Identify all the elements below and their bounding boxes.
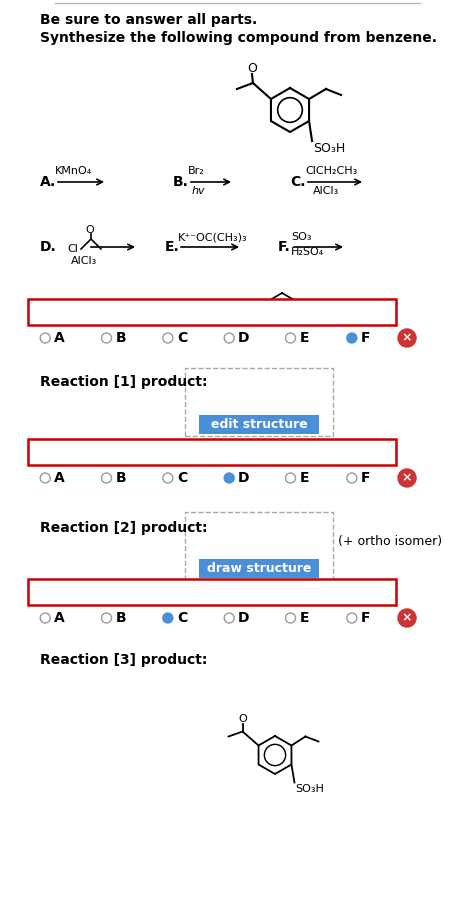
Text: B.: B. xyxy=(173,175,189,189)
Circle shape xyxy=(163,613,173,623)
Text: (+ ortho isomer): (+ ortho isomer) xyxy=(338,536,442,548)
Bar xyxy=(28,579,396,605)
Circle shape xyxy=(398,469,416,487)
Text: O: O xyxy=(86,225,94,235)
Text: E: E xyxy=(300,331,309,345)
Text: edit structure: edit structure xyxy=(210,418,307,431)
Text: SO₃H: SO₃H xyxy=(313,142,345,154)
Text: C.: C. xyxy=(290,175,306,189)
Text: KMnO₄: KMnO₄ xyxy=(55,166,92,176)
Text: D.: D. xyxy=(40,240,57,254)
Text: Reaction [3] product:: Reaction [3] product: xyxy=(40,653,207,667)
Text: A: A xyxy=(54,611,65,625)
Text: E.: E. xyxy=(165,240,180,254)
Text: D: D xyxy=(238,471,250,485)
Text: C: C xyxy=(177,331,187,345)
Text: B: B xyxy=(116,611,126,625)
Bar xyxy=(28,439,396,465)
Text: K⁺⁻OC(CH₃)₃: K⁺⁻OC(CH₃)₃ xyxy=(178,232,247,242)
Text: E: E xyxy=(300,611,309,625)
Text: ×: × xyxy=(402,472,412,484)
FancyBboxPatch shape xyxy=(199,559,319,578)
Circle shape xyxy=(224,473,234,483)
Text: Reaction [1] conditions:: Reaction [1] conditions: xyxy=(40,301,228,315)
Bar xyxy=(28,299,396,325)
Text: hv: hv xyxy=(192,186,206,196)
Text: AlCl₃: AlCl₃ xyxy=(71,256,97,266)
Text: D: D xyxy=(238,611,250,625)
Text: E: E xyxy=(300,471,309,485)
Text: C: C xyxy=(177,611,187,625)
Text: SO₃H: SO₃H xyxy=(295,783,324,793)
Text: ×: × xyxy=(402,332,412,345)
Text: Reaction [3] conditions:: Reaction [3] conditions: xyxy=(40,593,228,607)
FancyBboxPatch shape xyxy=(199,415,319,434)
Bar xyxy=(185,512,333,580)
Text: A: A xyxy=(54,331,65,345)
Circle shape xyxy=(347,333,357,343)
Text: B: B xyxy=(116,471,126,485)
Text: A.: A. xyxy=(40,175,56,189)
Text: AlCl₃: AlCl₃ xyxy=(313,186,339,196)
Bar xyxy=(185,368,333,436)
Text: Reaction [2] product:: Reaction [2] product: xyxy=(40,521,208,535)
Text: ClCH₂CH₃: ClCH₂CH₃ xyxy=(305,166,357,176)
Text: Synthesize the following compound from benzene.: Synthesize the following compound from b… xyxy=(40,31,437,45)
Text: B: B xyxy=(116,331,126,345)
Circle shape xyxy=(398,609,416,627)
Text: D: D xyxy=(238,331,250,345)
Text: F: F xyxy=(361,611,370,625)
Text: O: O xyxy=(247,61,257,75)
Text: Cl: Cl xyxy=(67,244,78,254)
Text: F: F xyxy=(361,471,370,485)
Text: O: O xyxy=(238,714,247,724)
Text: SO₃: SO₃ xyxy=(291,232,311,242)
Text: Reaction [1] product:: Reaction [1] product: xyxy=(40,375,208,389)
Text: ×: × xyxy=(402,611,412,624)
Text: Reaction [2] conditions:: Reaction [2] conditions: xyxy=(40,453,228,467)
Text: A: A xyxy=(54,471,65,485)
Text: F.: F. xyxy=(278,240,291,254)
Text: C: C xyxy=(177,471,187,485)
Text: F: F xyxy=(361,331,370,345)
Circle shape xyxy=(398,329,416,347)
Text: H₂SO₄: H₂SO₄ xyxy=(291,247,324,257)
Text: Be sure to answer all parts.: Be sure to answer all parts. xyxy=(40,13,257,27)
Text: Br₂: Br₂ xyxy=(188,166,205,176)
Text: draw structure: draw structure xyxy=(207,562,311,575)
